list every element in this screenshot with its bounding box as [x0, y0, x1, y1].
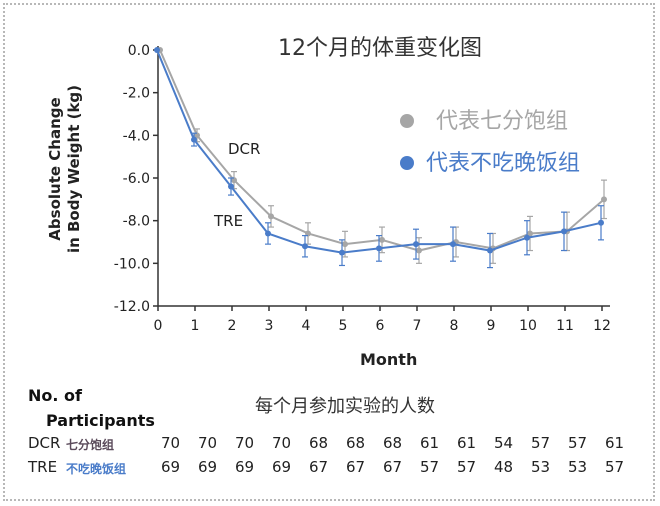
participants-count: 70: [272, 434, 292, 452]
data-point-dcr: [194, 132, 200, 139]
participants-count: 57: [531, 434, 551, 452]
participants-count: 61: [420, 434, 440, 452]
x-tick-label: 5: [339, 318, 348, 334]
x-tick-label: 9: [487, 318, 496, 334]
participants-count: 53: [531, 458, 551, 476]
dotted-frame: [3, 3, 655, 501]
data-point-dcr: [342, 241, 348, 248]
data-point-tre: [561, 228, 567, 235]
participants-count: 69: [198, 458, 218, 476]
participants-count: 69: [272, 458, 292, 476]
participants-count: 53: [568, 458, 588, 476]
participants-group-label: DCR: [28, 434, 61, 452]
participants-count: 57: [605, 458, 625, 476]
x-tick-label: 2: [228, 318, 237, 334]
data-point-tre: [154, 47, 160, 53]
y-tick-label: -2.0: [123, 86, 150, 102]
participants-count: 68: [309, 434, 329, 452]
data-point-dcr: [231, 177, 237, 184]
participants-count: 57: [568, 434, 588, 452]
data-point-dcr: [416, 247, 422, 254]
participants-count: 70: [198, 434, 218, 452]
participants-heading2: Participants: [46, 411, 155, 430]
legend-item-dcr: 代表七分饱组: [400, 103, 568, 135]
series-label-tre: TRE: [214, 212, 244, 230]
data-point-dcr: [268, 213, 274, 220]
x-axis-label: Month: [360, 350, 418, 369]
x-tick-label: 3: [265, 318, 274, 334]
y-tick-label: -10.0: [114, 256, 150, 272]
y-tick-label: 0.0: [128, 43, 150, 59]
participants-count: 67: [309, 458, 329, 476]
participants-count: 67: [346, 458, 366, 476]
x-tick-label: 4: [302, 318, 311, 334]
participants-group-cn-label: 不吃晚饭组: [66, 462, 127, 476]
participants-group-cn-label: 七分饱组: [66, 438, 115, 452]
participants-count: 68: [383, 434, 403, 452]
x-tick-label: 10: [519, 318, 537, 334]
participants-heading: No. of: [28, 386, 82, 405]
data-point-tre: [339, 249, 345, 256]
y-tick-label: -8.0: [123, 214, 150, 230]
data-point-tre: [487, 247, 493, 254]
participants-count: 69: [235, 458, 255, 476]
y-axis-label-line2: in Body Weight (kg): [65, 84, 83, 254]
chart-title: 12个月的体重变化图: [278, 36, 482, 61]
legend-marker-tre: [400, 156, 414, 170]
data-point-tre: [376, 245, 382, 252]
x-tick-label: 12: [593, 318, 611, 334]
y-tick-label: -12.0: [114, 299, 150, 315]
y-tick-label: -4.0: [123, 128, 150, 144]
participants-count: 70: [235, 434, 255, 452]
data-point-dcr: [305, 230, 311, 237]
participants-count: 57: [420, 458, 440, 476]
participants-subtitle: 每个月参加实验的人数: [255, 396, 435, 417]
data-point-dcr: [527, 230, 533, 237]
participants-count: 48: [494, 458, 514, 476]
y-tick-label: -6.0: [123, 171, 150, 187]
participants-group-label: TRE: [28, 458, 58, 476]
participants-count: 57: [457, 458, 477, 476]
participants-count: 70: [161, 434, 181, 452]
x-tick-label: 7: [413, 318, 422, 334]
data-point-tre: [265, 230, 271, 237]
data-point-dcr: [379, 236, 385, 243]
data-point-dcr: [601, 196, 607, 203]
data-point-tre: [524, 234, 530, 241]
participants-count: 61: [605, 434, 625, 452]
legend-label-tre: 代表不吃晚饭组: [426, 151, 581, 176]
participants-count: 54: [494, 434, 514, 452]
x-tick-label: 0: [154, 318, 163, 334]
y-axis-label-line1: Absolute Change: [46, 97, 64, 241]
data-point-tre: [302, 243, 308, 250]
participants-count: 68: [346, 434, 366, 452]
data-point-tre: [598, 219, 604, 226]
x-tick-label: 1: [191, 318, 200, 334]
participants-count: 61: [457, 434, 477, 452]
participants-count: 67: [383, 458, 403, 476]
participants-count: 69: [161, 458, 181, 476]
legend-label-dcr: 代表七分饱组: [436, 109, 569, 134]
legend-item-tre: 代表不吃晚饭组: [400, 145, 580, 177]
data-point-tre: [228, 183, 234, 190]
data-point-tre: [191, 136, 197, 143]
data-point-tre: [413, 241, 419, 248]
series-label-dcr: DCR: [228, 140, 261, 158]
legend-marker-dcr: [400, 114, 414, 128]
data-point-tre: [450, 241, 456, 248]
y-axis-label: Absolute Change in Body Weight (kg): [46, 59, 84, 279]
x-tick-label: 6: [376, 318, 385, 334]
x-tick-label: 8: [450, 318, 459, 334]
x-tick-label: 11: [556, 318, 574, 334]
